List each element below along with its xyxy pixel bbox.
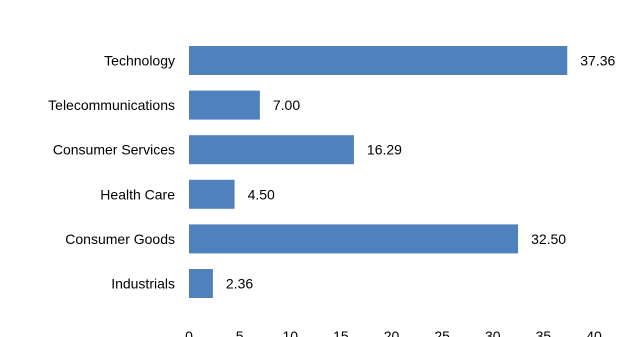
- data-label-industrials: 2.36: [226, 276, 253, 292]
- bar-consumer-goods: [189, 224, 519, 254]
- bar-technology: [189, 46, 568, 75]
- x-tick-label: 20: [384, 328, 400, 337]
- category-label-industrials: Industrials: [111, 276, 175, 292]
- category-label-consumer-goods: Consumer Goods: [65, 231, 175, 247]
- category-label-telecommunications: Telecommunications: [48, 97, 175, 113]
- x-tick-label: 35: [536, 328, 552, 337]
- category-label-consumer-services: Consumer Services: [53, 142, 175, 158]
- bar-consumer-services: [189, 135, 354, 165]
- bars-group: [189, 46, 568, 298]
- x-tick-label: 15: [333, 328, 349, 337]
- data-label-consumer-services: 16.29: [367, 142, 402, 158]
- category-label-technology: Technology: [104, 53, 175, 69]
- x-tick-label: 0: [185, 328, 193, 337]
- category-labels-group: Technology Telecommunications Consumer Ser…: [48, 53, 175, 292]
- x-tick-label: 5: [236, 328, 244, 337]
- data-labels-group: 37.36 7.00 16.29 4.50 32.50 2.36: [226, 53, 616, 292]
- bar-telecommunications: [189, 90, 260, 120]
- x-tick-label: 25: [434, 328, 450, 337]
- data-label-telecommunications: 7.00: [273, 97, 300, 113]
- x-tick-label: 30: [485, 328, 501, 337]
- data-label-health-care: 4.50: [248, 186, 275, 202]
- bar-health-care: [189, 179, 235, 209]
- category-label-health-care: Health Care: [100, 186, 175, 202]
- data-label-consumer-goods: 32.50: [531, 231, 566, 247]
- x-tick-label: 10: [282, 328, 298, 337]
- x-tick-label: 40: [586, 328, 602, 337]
- x-axis-ticks-group: 0 5 10 15 20 25 30 35 40: [185, 328, 602, 337]
- data-label-technology: 37.36: [580, 53, 615, 69]
- bar-industrials: [189, 269, 213, 298]
